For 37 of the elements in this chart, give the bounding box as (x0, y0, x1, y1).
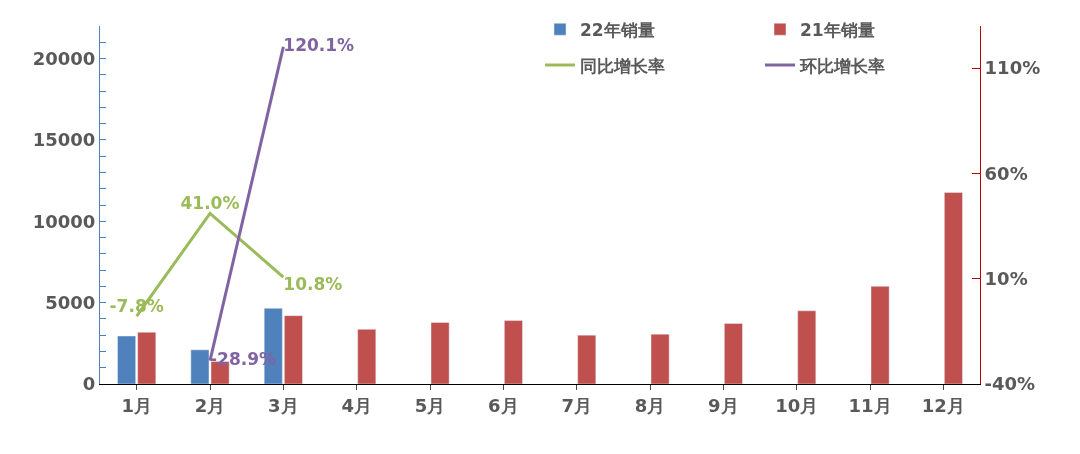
x-tick-label: 6月 (488, 394, 519, 416)
legend-label: 22年销量 (580, 19, 655, 40)
y-tick-label: 20000 (32, 47, 96, 69)
y2-tick-label: 10% (984, 268, 1028, 290)
x-tick-label: 4月 (341, 394, 372, 416)
y-tick-label: 0 (82, 373, 96, 395)
y2-tick-label: 60% (984, 162, 1028, 184)
bar (870, 286, 890, 384)
bar (650, 333, 670, 384)
data-label: 10.8% (283, 273, 343, 294)
data-label: 41.0% (180, 193, 240, 214)
legend-label: 同比增长率 (580, 55, 665, 76)
y2-tick-label: -40% (984, 373, 1036, 395)
y-tick-label: 10000 (32, 210, 96, 232)
bar (504, 320, 523, 384)
x-tick-label: 8月 (634, 394, 666, 416)
bar (944, 192, 963, 384)
x-tick-label: 2月 (194, 394, 226, 416)
x-tick-label: 10月 (775, 394, 819, 416)
x-tick-label: 1月 (121, 394, 152, 416)
bar (430, 322, 450, 384)
x-tick-label: 5月 (414, 394, 446, 416)
bar (577, 334, 597, 384)
bar (797, 310, 817, 384)
data-label: 120.1% (283, 35, 355, 56)
x-tick-label: 12月 (921, 394, 965, 416)
legend-label: 21年销量 (800, 19, 875, 40)
legend-label: 环比增长率 (799, 55, 885, 76)
y-tick-label: 5000 (45, 291, 96, 313)
x-tick-label: 7月 (561, 394, 592, 416)
bar (724, 323, 743, 384)
x-tick-label: 9月 (708, 394, 739, 416)
y2-tick-label: 110% (984, 57, 1041, 79)
y-tick-label: 15000 (32, 129, 96, 151)
x-tick-label: 11月 (848, 394, 892, 416)
x-tick-label: 3月 (268, 394, 299, 416)
bar (357, 329, 377, 384)
